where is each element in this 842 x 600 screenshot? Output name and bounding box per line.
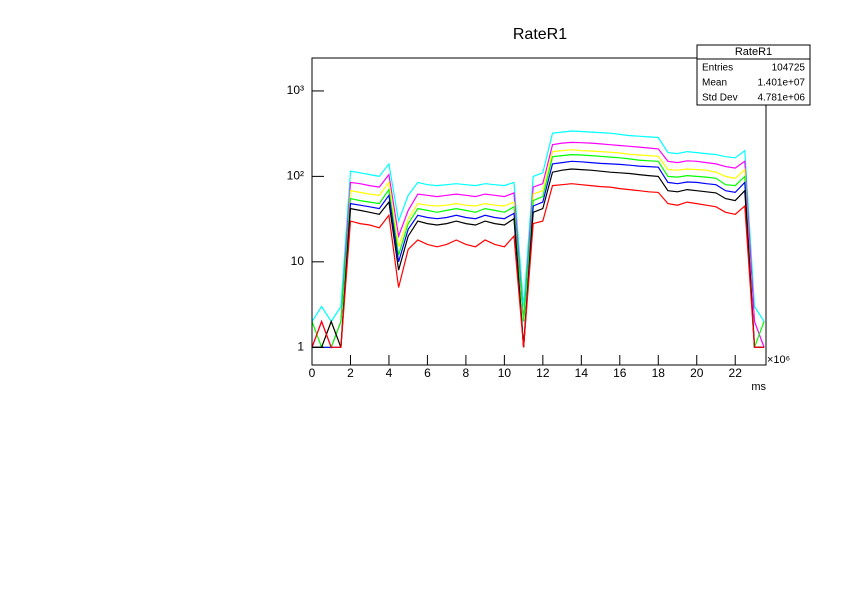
stats-key: Entries (702, 63, 733, 74)
series-line (311, 183, 765, 348)
stats-value: 1.401e+07 (757, 78, 805, 89)
stats-key: Mean (702, 78, 727, 89)
y-tick-label: 1 (297, 339, 304, 353)
x-tick-label: 12 (536, 366, 550, 380)
x-tick-label: 6 (424, 366, 431, 380)
series-line (311, 130, 765, 323)
y-tick-label: 10³ (287, 83, 304, 97)
series-line (311, 153, 765, 348)
y-tick-label: 10 (291, 254, 305, 268)
x-multiplier: ×10⁶ (767, 354, 790, 366)
stats-key: Std Dev (702, 93, 738, 104)
stats-title: RateR1 (735, 46, 772, 58)
series-line (312, 168, 765, 348)
x-axis-label: ms (751, 381, 766, 393)
series-line (311, 141, 765, 350)
x-tick-label: 20 (690, 366, 704, 380)
x-tick-label: 8 (463, 366, 470, 380)
series-line (312, 149, 765, 348)
series-line (312, 160, 765, 348)
stats-value: 104725 (772, 63, 806, 74)
x-tick-label: 16 (613, 366, 627, 380)
x-tick-label: 22 (729, 366, 743, 380)
x-tick-label: 18 (652, 366, 666, 380)
x-tick-label: 2 (347, 366, 354, 380)
x-tick-label: 10 (498, 366, 512, 380)
plot-frame (311, 57, 767, 366)
stats-value: 4.781e+06 (757, 93, 805, 104)
x-tick-label: 14 (575, 366, 589, 380)
stats-box (696, 44, 811, 106)
x-tick-label: 0 (309, 366, 316, 380)
y-tick-label: 10² (287, 169, 304, 183)
x-tick-label: 4 (386, 366, 393, 380)
chart-title: RateR1 (513, 26, 567, 43)
